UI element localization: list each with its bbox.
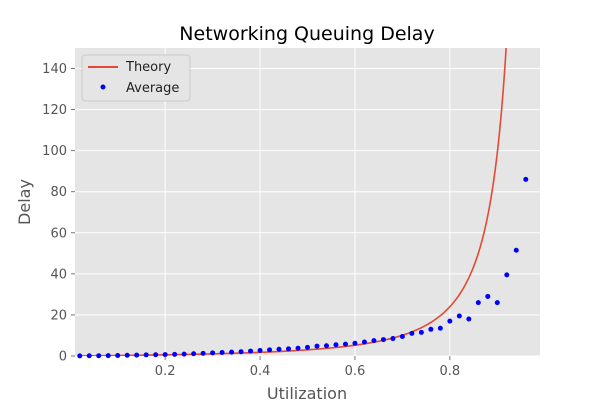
average-point (447, 318, 453, 324)
average-point (172, 351, 178, 357)
average-point (314, 343, 320, 349)
average-point (219, 350, 225, 356)
average-point (153, 352, 159, 358)
x-tick-label: 0.8 (440, 364, 461, 379)
average-point (286, 346, 292, 352)
average-point (238, 349, 244, 355)
y-tick-label: 140 (42, 62, 67, 77)
average-point (210, 350, 216, 356)
average-point (418, 329, 424, 335)
x-axis-label: Utilization (267, 384, 347, 400)
series (77, 48, 529, 359)
average-point (143, 352, 149, 358)
legend-average-label: Average (126, 81, 179, 96)
grid (75, 48, 540, 357)
chart-title: Networking Queuing Delay (179, 23, 434, 45)
average-point (409, 330, 415, 336)
y-tick-label: 80 (50, 185, 67, 200)
y-tick-label: 60 (50, 226, 67, 241)
average-point (456, 313, 462, 319)
average-point (162, 352, 168, 358)
average-point (352, 340, 358, 346)
legend: Theory Average (81, 54, 191, 102)
average-point (513, 247, 519, 253)
y-axis-label: Delay (15, 179, 34, 225)
y-tick-label: 20 (50, 308, 67, 323)
average-point (342, 341, 348, 347)
average-point (504, 272, 510, 278)
average-point (390, 336, 396, 342)
average-point (105, 353, 111, 359)
average-point (181, 351, 187, 357)
average-point (466, 316, 472, 322)
axes: 0.2 0.4 0.6 0.8 0 20 40 60 80 100 120 140 (42, 62, 460, 379)
average-point (295, 345, 301, 351)
average-point (96, 353, 102, 359)
average-point (86, 353, 92, 359)
average-point (380, 337, 386, 343)
average-point (276, 346, 282, 352)
average-point (485, 293, 491, 299)
average-point (191, 351, 197, 357)
average-point (134, 352, 140, 358)
y-tick-label: 40 (50, 267, 67, 282)
average-point (437, 325, 443, 331)
average-point (77, 353, 83, 359)
x-tick-label: 0.2 (155, 364, 176, 379)
average-point (475, 300, 481, 306)
average-point (494, 300, 500, 306)
average-point (323, 343, 329, 349)
average-point (115, 352, 121, 358)
average-point (523, 176, 529, 182)
average-point (124, 352, 130, 358)
y-tick-label: 100 (42, 144, 67, 159)
average-point (428, 326, 434, 332)
x-tick-label: 0.4 (250, 364, 271, 379)
average-point (200, 350, 206, 356)
average-point (305, 344, 310, 350)
y-tick-label: 120 (42, 103, 67, 118)
average-point (333, 342, 339, 348)
legend-average-swatch (100, 84, 106, 90)
average-point (229, 349, 235, 355)
average-point (361, 339, 367, 345)
x-tick-label: 0.6 (345, 364, 366, 379)
average-point (248, 348, 254, 354)
average-point (257, 347, 263, 353)
average-point (371, 338, 377, 344)
legend-theory-label: Theory (125, 60, 171, 75)
average-point (399, 333, 405, 339)
average-point (267, 347, 273, 353)
y-tick-label: 0 (59, 350, 67, 365)
